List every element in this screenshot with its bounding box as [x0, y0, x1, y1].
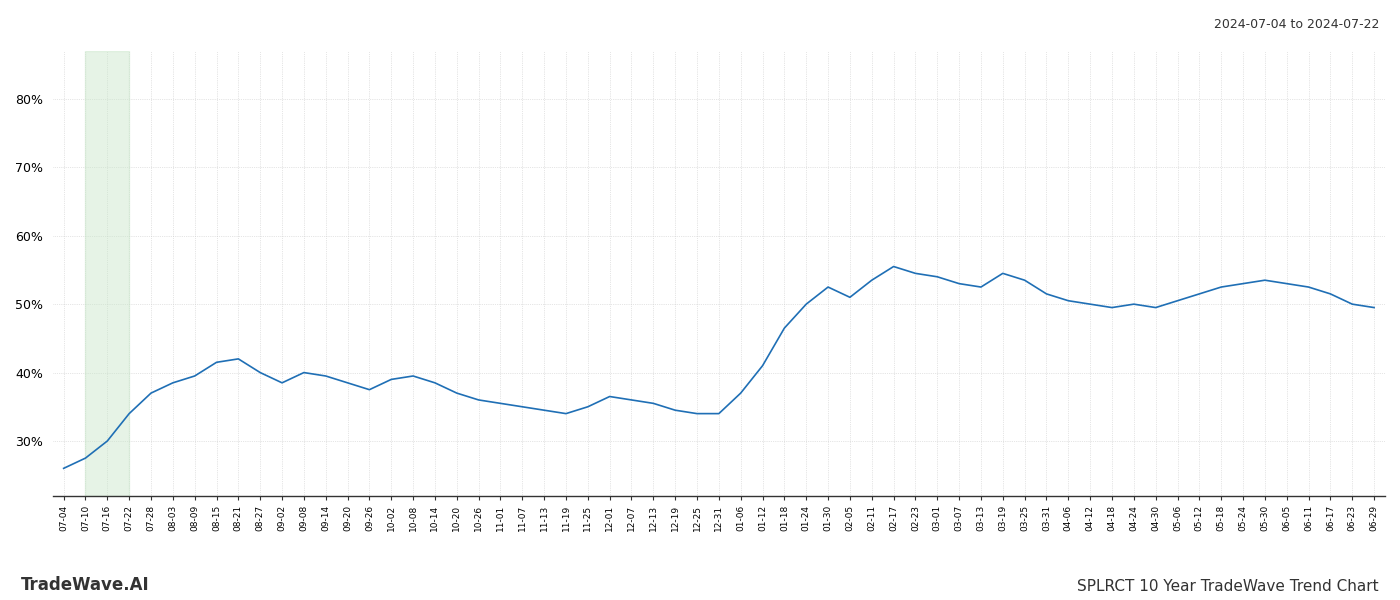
- Text: 2024-07-04 to 2024-07-22: 2024-07-04 to 2024-07-22: [1214, 18, 1379, 31]
- Text: TradeWave.AI: TradeWave.AI: [21, 576, 150, 594]
- Bar: [85, 51, 129, 496]
- Text: SPLRCT 10 Year TradeWave Trend Chart: SPLRCT 10 Year TradeWave Trend Chart: [1078, 579, 1379, 594]
